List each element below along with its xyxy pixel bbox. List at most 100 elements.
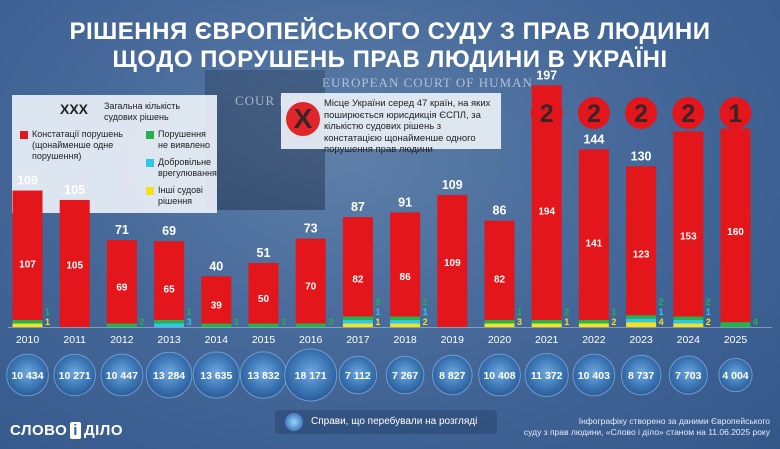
bar-label-other-2023: 4 [659,317,664,327]
logo-right: ДІЛО [83,422,123,439]
year-label-2015: 2015 [252,334,276,346]
bar-label-no-violation-2024: 2 [706,297,711,307]
bar-friendly-2024 [673,320,704,324]
bar-no_violation-2016 [295,323,326,327]
total-label-2022: 144 [583,132,604,146]
total-label-2021: 197 [536,68,557,82]
bar-no_violation-2025 [720,322,751,327]
bar-violation-2014 [201,276,232,324]
bar-violation-2024 [673,131,704,317]
cases-bubble-2020 [478,353,521,397]
cases-label-2019: 8 827 [439,370,465,382]
legend-label-other: Інші судові рішення [158,185,203,206]
total-label-2012: 71 [115,223,129,237]
bar-label-other-2022: 2 [611,317,616,327]
title-line2: ЩОДО ПОРУШЕНЬ ПРАВ ЛЮДИНИ В УКРАЇНІ [112,46,668,73]
bar-violation-2010 [12,190,43,320]
bar-other-2018 [390,323,421,327]
bar-other-2023 [626,322,657,327]
legend-total-symbol: XXX [60,101,89,117]
rank-label-2025: 1 [729,100,743,128]
cases-label-2010: 10 434 [11,370,43,382]
bar-label-no-violation-2012: 2 [139,317,144,327]
cases-label-2014: 13 635 [200,370,232,382]
bar-label-violation-2011: 105 [66,260,83,271]
bar-label-no-violation-2014: 1 [234,317,239,327]
bar-friendly-2017 [342,320,373,324]
bar-other-2024 [673,323,704,327]
rank-info-text: Місце України серед 47 країн, на яких по… [324,98,491,155]
cases-bubble-2025 [718,357,753,393]
bar-violation-2025 [720,128,751,323]
year-label-2018: 2018 [393,334,417,346]
legend-label-violation: Констатації порушень (щонайменше одне по… [32,129,123,161]
bar-label-no-violation-2010: 1 [45,307,50,317]
bar-label-no-violation-2020: 1 [517,307,522,317]
legend: XXX Загальна кількість судових рішень Ко… [12,95,217,213]
cases-bubble-2021 [524,352,569,398]
rank-label-2023: 2 [634,100,648,128]
cases-bubble-2012 [100,353,144,397]
year-label-2025: 2025 [724,334,748,346]
total-label-2015: 51 [257,246,271,260]
bar-no_violation-2010 [12,320,43,324]
bar-label-violation-2017: 82 [352,274,364,285]
cases-bubble-2017 [338,355,378,395]
bar-label-other-2021: 1 [564,317,569,327]
year-label-2019: 2019 [441,334,465,346]
rank-info-box: X Місце України серед 47 країн, на яких … [281,93,501,155]
legend-label-no-violation: Порушення не виявлено [158,129,210,150]
rank-info-symbol: X [286,102,320,136]
bar-label-violation-2013: 65 [164,285,176,296]
source-note-line2: суду з прав людини, «Слово і діло» стано… [523,427,770,437]
bar-no_violation-2014 [201,323,232,327]
cases-bubble-2023 [620,354,662,396]
bar-label-violation-2024: 153 [680,231,697,242]
total-label-2016: 73 [304,222,318,236]
cases-label-2024: 7 703 [675,370,701,382]
cases-label-2013: 13 284 [153,370,185,382]
year-label-2020: 2020 [488,334,512,346]
bar-no_violation-2024 [673,316,704,320]
bar-violation-2017 [342,217,373,317]
bar-label-violation-2018: 86 [400,272,412,283]
bar-violation-2019 [437,195,468,327]
bar-no_violation-2018 [390,316,421,320]
bar-other-2020 [484,323,515,327]
rank-circle-2024 [672,97,705,129]
year-label-2011: 2011 [63,334,86,346]
bar-label-no-violation-2016: 3 [328,317,333,327]
cases-legend-dot [285,413,303,431]
cases-label-2011: 10 271 [59,370,91,382]
bar-label-no-violation-2025: 4 [753,317,758,327]
cases-bubble-2019 [431,354,473,396]
bar-label-violation-2014: 39 [211,300,223,311]
total-label-2018: 91 [398,195,412,209]
bar-friendly-2023 [626,318,657,323]
year-label-2010: 2010 [16,334,40,346]
bar-friendly-2013 [154,323,185,327]
bar-label-no-violation-2021: 2 [564,307,569,317]
bar-label-other-2010: 1 [45,317,50,327]
cases-label-2012: 10 447 [106,370,138,382]
cases-legend-label: Справи, що перебували на розгляді [311,416,478,427]
bar-violation-2023 [626,166,657,316]
legend-swatch-no-violation [146,131,154,139]
total-label-2019: 109 [442,178,463,192]
cases-label-2022: 10 403 [578,370,610,382]
year-label-2021: 2021 [535,334,559,346]
source-note: Інфографіку створено за даними Європейсь… [510,416,770,438]
cases-label-2015: 13 832 [247,370,279,382]
bar-violation-2016 [295,238,326,324]
source-note-line1: Інфографіку створено за даними Європейсь… [578,416,770,426]
title-line1: РІШЕННЯ ЄВРОПЕЙСЬКОГО СУДУ З ПРАВ ЛЮДИНИ [69,18,711,45]
bar-label-violation-2010: 107 [19,259,36,270]
rank-circle-2023 [625,97,658,129]
cases-bubble-2013 [145,351,193,399]
bar-label-friendly-2013: 3 [187,317,192,327]
legend-total-label: Загальна кількість судових рішень [104,101,181,122]
cases-label-2018: 7 267 [392,370,418,382]
bar-label-other-2020: 3 [517,317,522,327]
rank-circle-2025 [719,97,752,129]
